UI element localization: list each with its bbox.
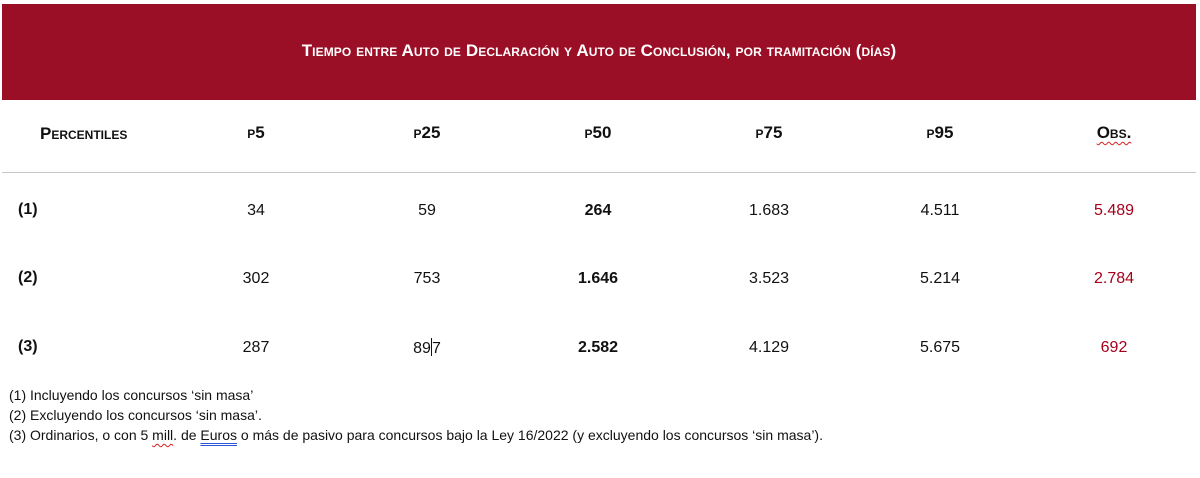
table-cell-p50: 2.582 (577, 339, 619, 356)
table-cell-obs: 5.489 (1093, 202, 1135, 219)
header-p95: p95 (926, 123, 954, 142)
row-label: (3) (18, 338, 38, 355)
table-cell-p25: 59 (418, 202, 436, 219)
footnote-2: (2) Excluyendo los concursos ‘sin masa’. (9, 407, 262, 423)
table-cell-p25[interactable]: 897 (347, 338, 507, 359)
table-cell-p5: 302 (242, 270, 270, 287)
table-cell-p5: 34 (247, 202, 265, 219)
table-cell-p75: 1.683 (748, 202, 790, 219)
footnote-3-part-c: o más de pasivo para concursos bajo la L… (237, 427, 823, 443)
header-p5: p5 (247, 123, 265, 142)
header-separator (2, 172, 1196, 173)
header-obs-label: Obs. (1096, 123, 1132, 142)
table-cell-p95: 4.511 (920, 202, 960, 219)
table-cell-p25-text-a: 89 (413, 340, 431, 357)
table-cell-p75: 3.523 (748, 270, 790, 287)
table-title-bar: Tiempo entre Auto de Declaración y Auto … (2, 4, 1196, 100)
text-cursor (430, 338, 432, 356)
footnote-1: (1) Incluyendo los concursos ‘sin masa’ (9, 387, 254, 403)
footnote-3-part-a: (3) Ordinarios, o con 5 (9, 427, 153, 443)
footnote-3-part-b: . de (173, 427, 201, 443)
table-cell-p25: 753 (413, 270, 441, 287)
table-cell-p95: 5.214 (919, 270, 961, 287)
table-cell-obs: 692 (1100, 339, 1128, 356)
table-cell-p25-text-b: 7 (431, 340, 441, 357)
row-label: (1) (18, 201, 38, 218)
table-cell-p95: 5.675 (919, 339, 961, 356)
table-title: Tiempo entre Auto de Declaración y Auto … (301, 41, 897, 60)
table-cell-p50: 1.646 (577, 270, 619, 287)
table-cell-p50: 264 (584, 202, 612, 219)
header-obs: Obs. (1034, 123, 1194, 143)
header-p25: p25 (413, 123, 441, 142)
header-p75: p75 (755, 123, 783, 142)
table-cell-p5: 287 (242, 339, 270, 356)
header-p50: p50 (584, 123, 612, 142)
table-cell-obs: 2.784 (1093, 270, 1135, 287)
header-percentiles: Percentiles (40, 124, 128, 143)
footnote-3: (3) Ordinarios, o con 5 mill. de Euros o… (9, 425, 823, 445)
footnote-3-euros: Euros (200, 427, 237, 443)
footnote-3-mill: mill (152, 427, 174, 443)
footnotes: (1) Incluyendo los concursos ‘sin masa’ … (9, 385, 823, 445)
row-label: (2) (18, 269, 38, 286)
table-cell-p75: 4.129 (748, 339, 790, 356)
